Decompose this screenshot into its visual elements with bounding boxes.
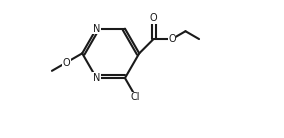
Text: Cl: Cl (130, 92, 140, 102)
Text: N: N (93, 73, 100, 83)
Text: N: N (93, 24, 100, 34)
Text: O: O (62, 58, 70, 68)
Text: O: O (168, 34, 176, 44)
Text: O: O (150, 13, 157, 23)
